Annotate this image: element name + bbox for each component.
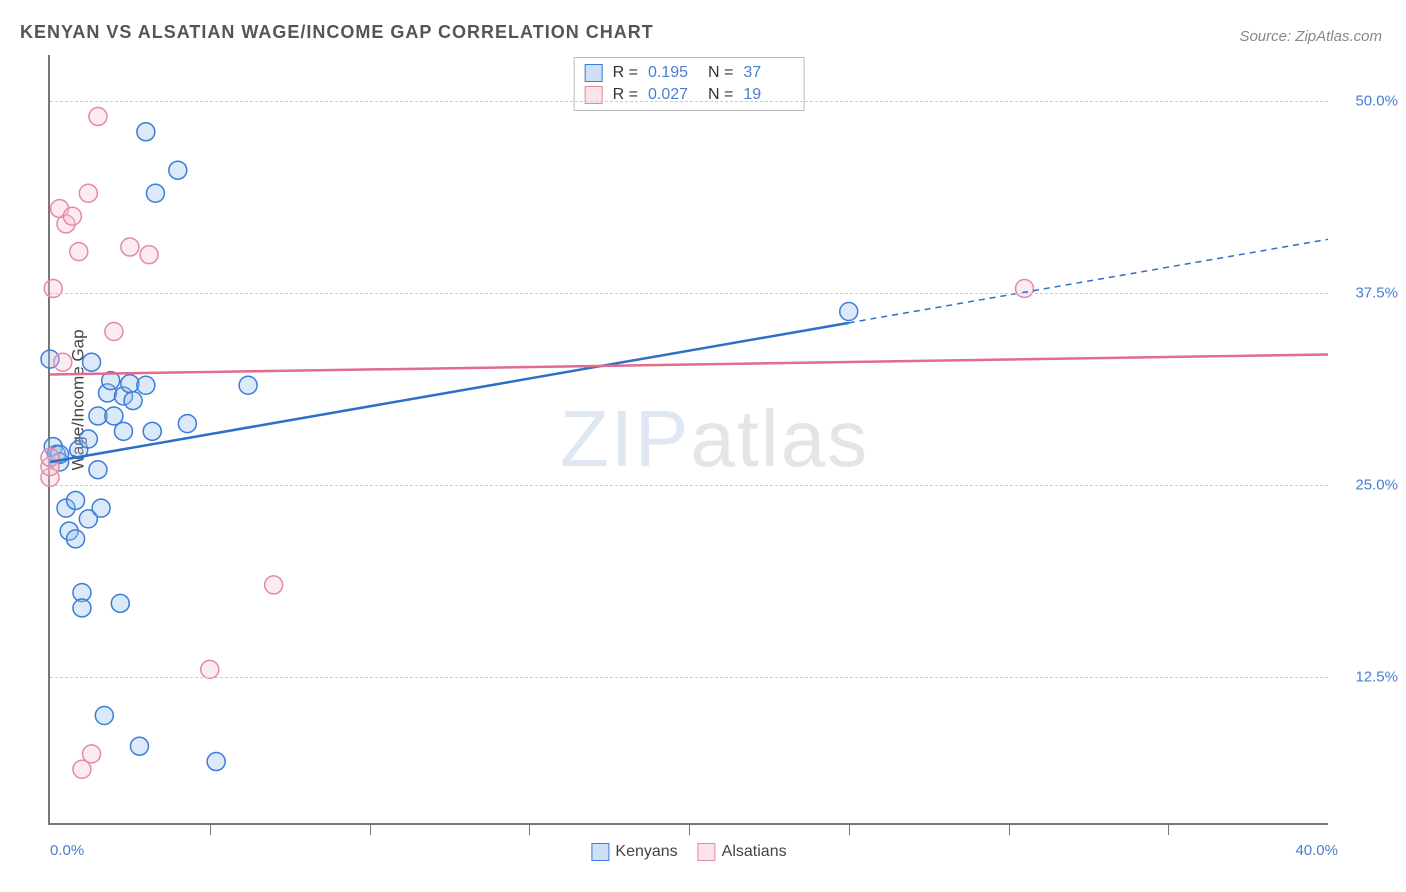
stat-r-label: R = (613, 62, 638, 84)
x-minor-tick (1168, 823, 1169, 835)
x-minor-tick (849, 823, 850, 835)
series-legend: Kenyans Alsatians (591, 843, 786, 861)
y-gridline (50, 485, 1328, 486)
stat-r-label: R = (613, 84, 638, 106)
scatter-point (201, 660, 219, 678)
scatter-point (111, 594, 129, 612)
scatter-point (239, 376, 257, 394)
x-tick-label-left: 0.0% (50, 842, 84, 859)
source-attribution: Source: ZipAtlas.com (1239, 28, 1382, 45)
stat-legend-row: R = 0.027 N = 19 (585, 84, 794, 106)
series-legend-item: Kenyans (591, 843, 677, 861)
scatter-point (44, 279, 62, 297)
scatter-point (130, 737, 148, 755)
scatter-point (114, 422, 132, 440)
scatter-point (121, 375, 139, 393)
scatter-point (67, 530, 85, 548)
scatter-point (79, 430, 97, 448)
trend-line (50, 355, 1328, 375)
legend-swatch (591, 843, 609, 861)
x-minor-tick (529, 823, 530, 835)
chart-svg (50, 55, 1328, 823)
scatter-point (73, 599, 91, 617)
scatter-point (41, 448, 59, 466)
legend-swatch (585, 64, 603, 82)
x-tick-label-right: 40.0% (1295, 842, 1338, 859)
trend-line (50, 323, 849, 462)
scatter-point (146, 184, 164, 202)
scatter-point (95, 706, 113, 724)
stat-legend: R = 0.195 N = 37 R = 0.027 N = 19 (574, 57, 805, 111)
series-legend-label: Alsatians (722, 843, 787, 861)
scatter-point (124, 392, 142, 410)
scatter-point (137, 376, 155, 394)
x-minor-tick (370, 823, 371, 835)
y-gridline (50, 293, 1328, 294)
scatter-point (137, 123, 155, 141)
scatter-point (143, 422, 161, 440)
scatter-point (79, 184, 97, 202)
scatter-point (178, 415, 196, 433)
stat-n-value: 37 (743, 62, 793, 84)
scatter-point (207, 753, 225, 771)
scatter-point (105, 322, 123, 340)
x-minor-tick (689, 823, 690, 835)
y-gridline (50, 101, 1328, 102)
y-tick-label: 25.0% (1355, 477, 1398, 494)
stat-legend-row: R = 0.195 N = 37 (585, 62, 794, 84)
scatter-point (70, 243, 88, 261)
scatter-point (54, 353, 72, 371)
trend-line-dashed (849, 239, 1328, 323)
series-legend-label: Kenyans (615, 843, 677, 861)
y-gridline (50, 677, 1328, 678)
scatter-point (140, 246, 158, 264)
stat-n-value: 19 (743, 84, 793, 106)
scatter-point (89, 107, 107, 125)
scatter-point (89, 461, 107, 479)
scatter-point (83, 745, 101, 763)
stat-r-value: 0.027 (648, 84, 698, 106)
scatter-point (121, 238, 139, 256)
y-tick-label: 50.0% (1355, 93, 1398, 110)
scatter-point (83, 353, 101, 371)
legend-swatch (698, 843, 716, 861)
chart-title: KENYAN VS ALSATIAN WAGE/INCOME GAP CORRE… (20, 22, 654, 43)
x-minor-tick (210, 823, 211, 835)
scatter-point (1015, 279, 1033, 297)
scatter-point (840, 303, 858, 321)
series-legend-item: Alsatians (698, 843, 787, 861)
scatter-point (265, 576, 283, 594)
stat-n-label: N = (708, 62, 733, 84)
stat-n-label: N = (708, 84, 733, 106)
x-minor-tick (1009, 823, 1010, 835)
scatter-point (63, 207, 81, 225)
y-tick-label: 12.5% (1355, 669, 1398, 686)
scatter-point (67, 491, 85, 509)
scatter-point (169, 161, 187, 179)
y-tick-label: 37.5% (1355, 285, 1398, 302)
plot-area: ZIPatlas R =0.195N =37R =0.027N =19 0.0%… (48, 55, 1328, 825)
scatter-point (92, 499, 110, 517)
stat-r-value: 0.195 (648, 62, 698, 84)
